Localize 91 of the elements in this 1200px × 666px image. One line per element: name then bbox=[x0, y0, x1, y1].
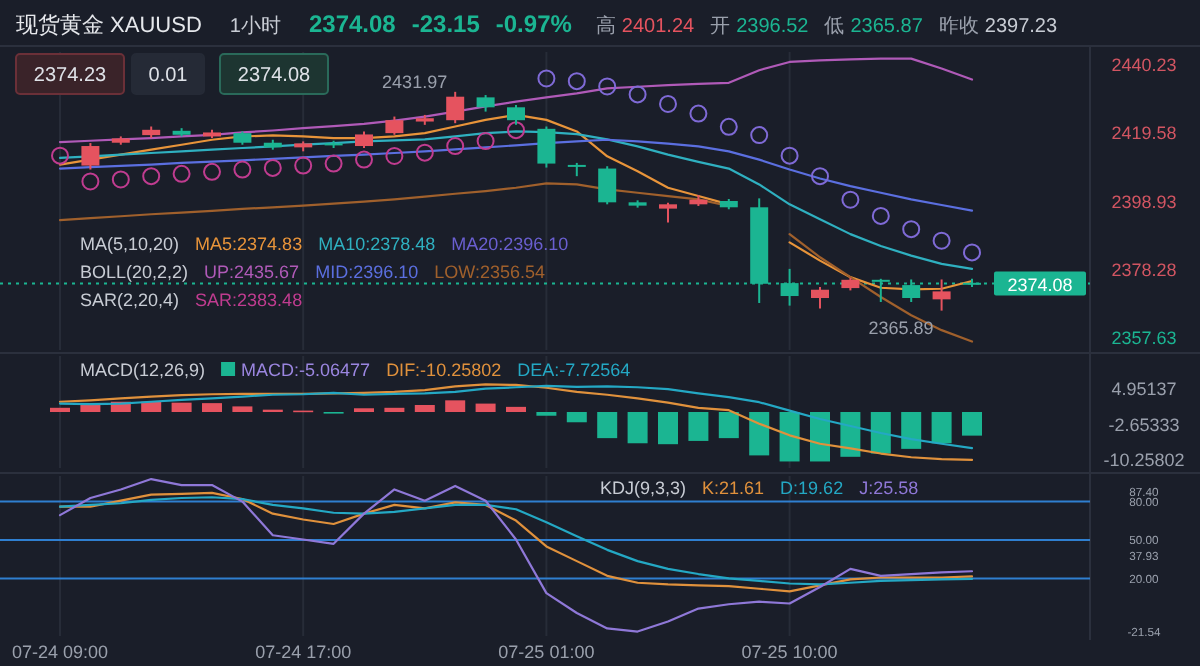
text: 2397.23 bbox=[984, 16, 1058, 38]
candlestick bbox=[811, 286, 829, 310]
text: UP:2435.67 bbox=[204, 262, 300, 282]
y-tick-label: 2357.63 bbox=[1111, 328, 1177, 349]
x-tick-label: 07-24 17:00 bbox=[255, 642, 352, 662]
point bbox=[811, 167, 829, 186]
ref-line-label: 2374.08 bbox=[1007, 274, 1073, 295]
point bbox=[963, 243, 981, 262]
text: 高 bbox=[595, 14, 616, 38]
point bbox=[598, 77, 617, 96]
text: K:21.61 bbox=[702, 478, 765, 498]
annotation: SAR(2,20,4) bbox=[80, 290, 180, 310]
annotation: 2365.89 bbox=[868, 318, 934, 338]
annotation: BOLL(20,2,2) bbox=[80, 262, 189, 282]
point bbox=[263, 158, 282, 177]
candlestick bbox=[385, 115, 404, 136]
text: 开 bbox=[710, 16, 731, 38]
y-tick-label: 2398.93 bbox=[1111, 191, 1177, 212]
point bbox=[871, 206, 890, 225]
text: J:25.58 bbox=[859, 478, 919, 498]
candlestick bbox=[537, 125, 556, 169]
text: 昨收 bbox=[938, 14, 979, 38]
annotation: 2374.23 bbox=[33, 65, 108, 87]
annotation: MA(5,10,20) bbox=[80, 234, 180, 254]
annotation: MACD(12,26,9) bbox=[80, 360, 206, 380]
point bbox=[659, 94, 677, 113]
point bbox=[537, 69, 556, 88]
text: 2396.52 bbox=[736, 16, 810, 38]
point bbox=[689, 104, 708, 123]
point bbox=[780, 146, 799, 165]
text: LOW:2356.54 bbox=[434, 262, 545, 282]
series-label: DEA:-7.72564 bbox=[517, 360, 631, 380]
candlestick bbox=[659, 201, 677, 224]
text: MID:2396.10 bbox=[315, 262, 419, 282]
y-tick-label: -2.65333 bbox=[1108, 414, 1180, 435]
point bbox=[81, 172, 100, 191]
point bbox=[203, 162, 221, 181]
point bbox=[628, 85, 647, 104]
line-series bbox=[58, 477, 974, 633]
text: 低 bbox=[824, 16, 845, 38]
text: -0.97% bbox=[495, 10, 573, 38]
point bbox=[294, 156, 313, 175]
candlestick bbox=[446, 90, 465, 125]
annotation: 2374.08 bbox=[237, 65, 312, 87]
point bbox=[355, 150, 373, 169]
text: SAR:2383.48 bbox=[195, 290, 303, 310]
point bbox=[902, 220, 921, 239]
series-label: DIF:-10.25802 bbox=[386, 360, 502, 380]
y-tick-label: -10.25802 bbox=[1103, 450, 1185, 471]
text: 2365.87 bbox=[850, 16, 924, 38]
y-tick-label: 2419.58 bbox=[1111, 123, 1177, 144]
y-tick-label: 2440.23 bbox=[1111, 54, 1177, 75]
x-tick-label: 07-25 10:00 bbox=[741, 642, 838, 662]
point bbox=[51, 146, 69, 165]
point bbox=[415, 143, 434, 162]
chart-subtitle: 1小时 bbox=[229, 14, 281, 38]
point bbox=[476, 132, 495, 151]
x-tick-label: 07-25 01:00 bbox=[498, 642, 595, 662]
point bbox=[111, 170, 130, 189]
candlestick bbox=[81, 142, 100, 171]
annotation: MA20:2396.10 bbox=[451, 234, 569, 254]
point bbox=[932, 231, 951, 250]
x-tick-label: 07-24 09:00 bbox=[11, 642, 109, 662]
chart-title: 现货黄金 XAUUSD bbox=[16, 12, 202, 38]
point bbox=[841, 190, 860, 209]
candlestick bbox=[598, 165, 617, 206]
point bbox=[324, 154, 343, 173]
line-series bbox=[58, 384, 974, 450]
point bbox=[385, 146, 404, 165]
point bbox=[142, 167, 161, 186]
annotation: KDJ(9,3,3) bbox=[600, 478, 687, 498]
legend-label: MACD:-5.06477 bbox=[241, 360, 371, 380]
y-tick-label: 2378.28 bbox=[1111, 260, 1177, 281]
annotation: 0.01 bbox=[148, 65, 189, 87]
text: 2374.08 bbox=[308, 10, 397, 38]
point bbox=[719, 117, 738, 136]
line-series bbox=[58, 383, 974, 461]
y-tick-label: 4.95137 bbox=[1111, 379, 1177, 400]
point bbox=[446, 137, 465, 156]
text: 2401.24 bbox=[621, 16, 696, 38]
annotation: 2431.97 bbox=[382, 72, 448, 92]
candlestick bbox=[932, 278, 951, 312]
point bbox=[750, 126, 769, 145]
text: D:19.62 bbox=[780, 478, 844, 498]
text: MA5:2374.83 bbox=[195, 234, 303, 254]
point bbox=[233, 160, 252, 179]
text: MA10:2378.48 bbox=[318, 234, 436, 254]
point bbox=[507, 121, 525, 140]
point bbox=[567, 72, 586, 91]
point bbox=[172, 164, 191, 183]
text: -23.15 bbox=[411, 10, 481, 38]
